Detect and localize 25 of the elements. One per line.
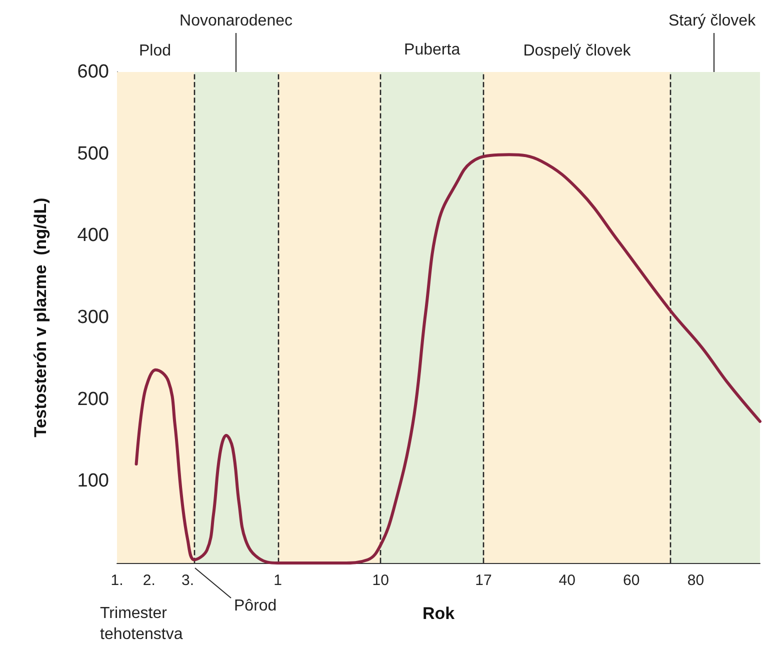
band-label: Puberta — [404, 42, 460, 58]
x-tick-label: 2. — [142, 572, 156, 589]
y-tick-label: 600 — [77, 62, 109, 82]
y-tick-label: 200 — [77, 388, 109, 410]
y-tick-label: 500 — [77, 143, 109, 164]
line-series — [134, 153, 762, 564]
text: Plod — [138, 42, 172, 60]
x-tick-label: 1. — [110, 572, 124, 589]
y-tick-label: 100 — [77, 470, 109, 492]
text: Pôrod — [234, 598, 277, 614]
x-tick-label: 17 — [475, 572, 492, 589]
text: Starý človek — [668, 12, 757, 30]
x-tick-label: 1 — [274, 572, 282, 589]
x-tick-label: 10 — [372, 572, 389, 589]
text: Trimester tehotenstva — [100, 605, 183, 643]
x-tick-label: 80 — [687, 572, 704, 589]
y-tick-label: 400 — [77, 225, 109, 246]
text: Dospelý človek — [523, 42, 632, 60]
y-tick-label: 300 — [77, 307, 109, 328]
x-tick-label: 3. — [181, 572, 194, 589]
y-axis-title: Testosterón v plazme (ng/dL) — [31, 198, 50, 438]
x-tick-label: 40 — [558, 572, 576, 589]
text: Novonarodenec — [180, 12, 292, 30]
x-axis-title: Rok — [422, 604, 456, 623]
x-tick-label: 60 — [623, 572, 640, 589]
